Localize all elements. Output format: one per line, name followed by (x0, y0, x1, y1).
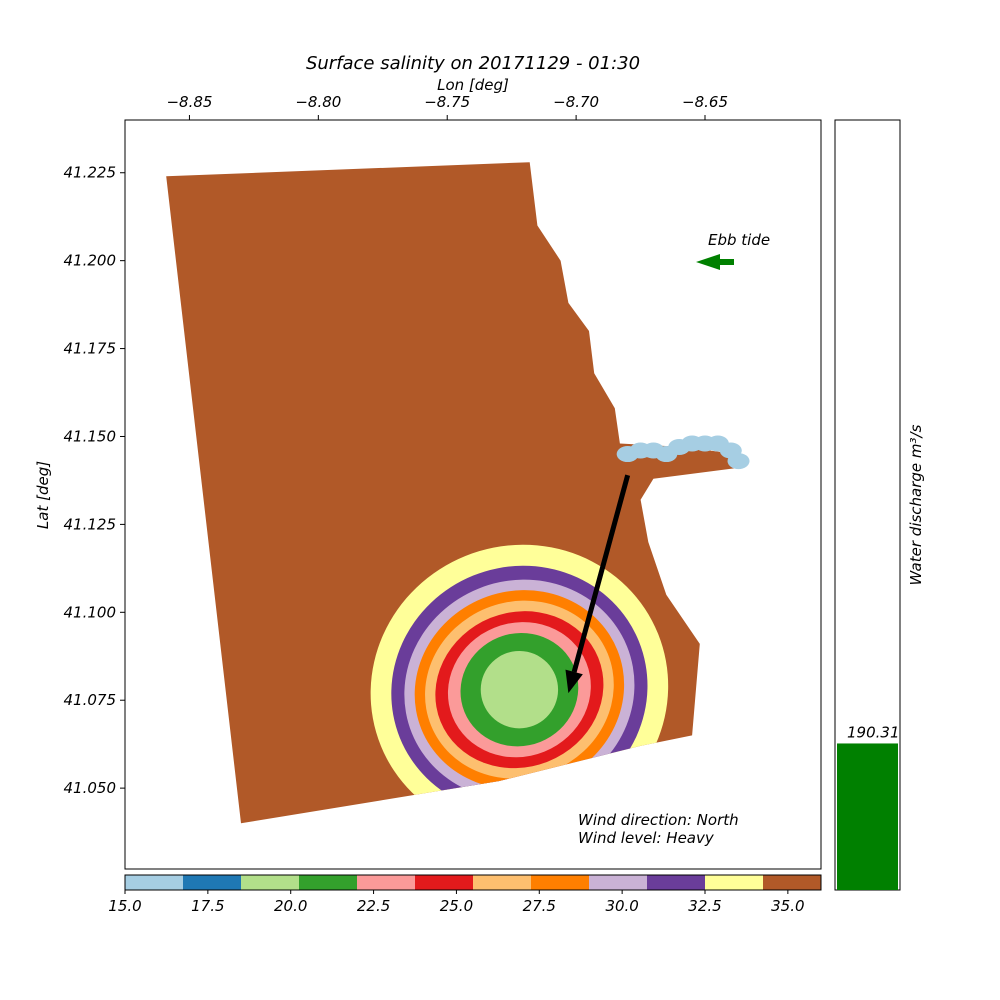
discharge-panel: 190.31 Water discharge m³/s (834, 119, 925, 891)
x-axis-label: Lon [deg] (437, 76, 509, 94)
colorbar-segment (357, 875, 416, 890)
colorbar-tick-label: 22.5 (357, 897, 390, 915)
y-tick-label: 41.200 (64, 252, 117, 270)
x-ticks: −8.85 −8.80 −8.75 −8.70 −8.65 (166, 93, 728, 120)
colorbar-segment (763, 875, 822, 890)
colorbar-segment (299, 875, 358, 890)
colorbar-segment (531, 875, 590, 890)
colorbar-tick-label: 15.0 (108, 897, 141, 915)
tide-arrow-icon (696, 254, 734, 270)
colorbar-segment (241, 875, 300, 890)
wind-direction-label: Wind direction: North (578, 811, 739, 829)
discharge-axis-label: Water discharge m³/s (907, 424, 925, 585)
colorbar-segment (183, 875, 242, 890)
tide-arrow (696, 254, 734, 270)
x-tick-label: −8.80 (295, 93, 341, 111)
colorbar-segments (125, 875, 822, 890)
colorbar-ticks: 15.0 17.5 20.0 22.5 25.0 27.5 30.0 32.5 35.0 (108, 890, 805, 915)
river-channel (616, 435, 750, 470)
colorbar-segment (473, 875, 532, 890)
colorbar-tick-label: 20.0 (274, 897, 307, 915)
discharge-value-label: 190.31 (847, 723, 900, 741)
colorbar-tick-label: 17.5 (191, 897, 224, 915)
x-tick-label: −8.85 (166, 93, 212, 111)
y-tick-label: 41.075 (64, 691, 117, 709)
tide-label: Ebb tide (708, 231, 770, 249)
discharge-bar (837, 743, 898, 890)
x-tick-label: −8.75 (424, 93, 470, 111)
wind-arrow (565, 474, 631, 694)
chart-title: Surface salinity on 20171129 - 01:30 (306, 53, 640, 74)
colorbar-tick-label: 25.0 (440, 897, 473, 915)
x-tick-label: −8.65 (682, 93, 728, 111)
y-tick-label: 41.125 (64, 515, 117, 533)
y-tick-label: 41.225 (64, 164, 117, 182)
colorbar-segment (415, 875, 474, 890)
colorbar-segment (125, 875, 184, 890)
map-plot-area: Ebb tide Wind direction: North Wind leve… (64, 93, 822, 870)
colorbar-segment (705, 875, 764, 890)
wind-arrow-shaft (571, 474, 631, 673)
colorbar-frame (124, 874, 822, 891)
y-ticks: 41.050 41.075 41.100 41.125 41.150 41.175 41.2… (64, 164, 125, 797)
colorbar-tick-label: 30.0 (605, 897, 638, 915)
x-tick-label: −8.70 (553, 93, 599, 111)
wind-level-label: Wind level: Heavy (578, 829, 715, 847)
colorbar-segment (647, 875, 706, 890)
colorbar-tick-label: 27.5 (523, 897, 556, 915)
y-tick-label: 41.175 (64, 340, 117, 358)
colorbar-tick-label: 35.0 (771, 897, 804, 915)
y-tick-label: 41.100 (64, 603, 117, 621)
y-tick-label: 41.050 (64, 779, 117, 797)
wind-arrow-head (565, 669, 583, 694)
plume-contour (480, 650, 559, 729)
plume-contours (370, 544, 669, 824)
y-axis-label: Lat [deg] (34, 461, 52, 529)
y-tick-label: 41.150 (64, 427, 117, 445)
salinity-colorbar: 15.0 17.5 20.0 22.5 25.0 27.5 30.0 32.5 35.0 (108, 874, 822, 915)
colorbar-tick-label: 32.5 (688, 897, 721, 915)
river-point (727, 453, 750, 470)
colorbar-segment (589, 875, 648, 890)
